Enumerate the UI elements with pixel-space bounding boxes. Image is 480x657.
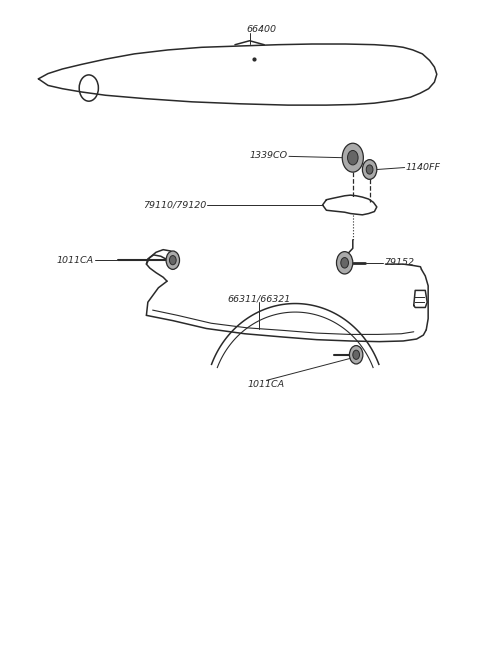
Text: 79152: 79152 (384, 258, 414, 267)
Circle shape (362, 160, 377, 179)
Text: 1011CA: 1011CA (57, 256, 94, 265)
Circle shape (353, 350, 360, 359)
Circle shape (341, 258, 348, 268)
Text: 66400: 66400 (247, 25, 276, 34)
Circle shape (348, 150, 358, 165)
Text: 79110/79120: 79110/79120 (143, 200, 206, 210)
Circle shape (342, 143, 363, 172)
Text: 1339CO: 1339CO (250, 151, 288, 160)
Circle shape (349, 346, 363, 364)
Text: 1011CA: 1011CA (248, 380, 285, 389)
Circle shape (169, 256, 176, 265)
Circle shape (166, 251, 180, 269)
Circle shape (336, 252, 353, 274)
Text: 1140FF: 1140FF (406, 163, 441, 172)
Circle shape (366, 165, 373, 174)
Text: 66311/66321: 66311/66321 (228, 294, 291, 304)
